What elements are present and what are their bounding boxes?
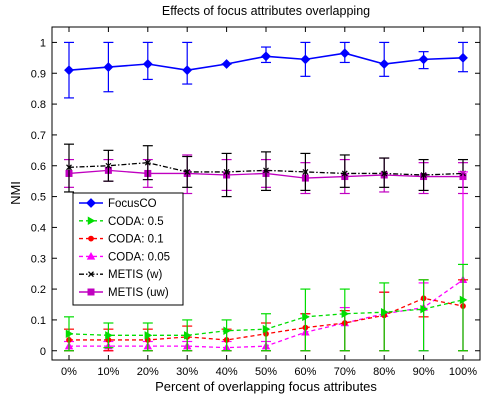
x-tick-label: 10% [97, 366, 119, 378]
x-tick-label: 50% [255, 366, 277, 378]
data-point [339, 48, 350, 59]
legend-item: CODA: 0.1 [79, 234, 164, 246]
legend-swatch-marker [86, 251, 96, 260]
y-tick-label: 0.9 [31, 68, 46, 80]
legend-swatch-marker [88, 271, 94, 278]
legend-label: FocusCO [108, 198, 157, 210]
data-point [65, 329, 74, 339]
data-point [459, 295, 468, 305]
data-point-stroke [66, 164, 72, 171]
data-point [144, 159, 151, 166]
y-tick-label: 0.5 [31, 192, 46, 204]
legend-label: CODA: 0.1 [108, 234, 164, 246]
data-point-stroke [223, 168, 230, 175]
y-tick-label: 0 [40, 346, 46, 358]
x-tick-label: 100% [449, 366, 477, 378]
data-point-stroke [341, 170, 348, 177]
data-point [302, 168, 309, 175]
legend-swatch-marker [87, 288, 95, 296]
data-point [105, 162, 112, 169]
y-tick-label: 1 [40, 37, 46, 49]
data-point-stroke [184, 168, 191, 175]
x-tick-label: 20% [137, 366, 159, 378]
data-point [184, 168, 191, 175]
chart-title: Effects of focus attributes overlapping [162, 4, 370, 18]
legend-label: CODA: 0.05 [108, 251, 170, 263]
x-axis-title: Percent of overlapping focus attributes [155, 379, 377, 394]
data-point [105, 331, 113, 340]
data-point [182, 65, 193, 76]
data-point [144, 331, 153, 340]
legend-swatch-marker [88, 235, 94, 242]
data-point-stroke [420, 172, 427, 178]
legend-swatch-marker-stroke [88, 271, 94, 278]
data-point [380, 307, 389, 317]
y-tick-label: 0.6 [31, 161, 46, 173]
series-metis-w [64, 143, 468, 198]
legend-label: METIS (uw) [108, 287, 169, 299]
data-point-stroke [144, 159, 151, 166]
data-point [263, 167, 269, 174]
x-tick-label: 80% [373, 366, 395, 378]
data-point [261, 51, 271, 62]
data-point [341, 309, 350, 318]
series-layer [64, 41, 468, 352]
data-point [223, 168, 230, 175]
y-tick-label: 0.1 [31, 315, 46, 327]
legend-item: CODA: 0.05 [79, 251, 170, 263]
data-point [379, 59, 390, 69]
data-point [302, 312, 310, 322]
legend: FocusCO CODA: 0.5 CODA: 0.1 CODA: 0.05 METIS… [72, 192, 184, 306]
data-point [420, 172, 427, 178]
x-tick-label: 40% [216, 366, 238, 378]
data-point-stroke [263, 167, 269, 174]
data-point [183, 331, 192, 340]
data-point [221, 59, 232, 69]
data-point [418, 54, 429, 65]
data-point-stroke [302, 168, 309, 175]
data-point [458, 52, 468, 63]
x-tick-label: 0% [61, 366, 77, 378]
series-line [68, 162, 464, 176]
legend-box [72, 192, 184, 306]
y-axis-title: NMI [8, 181, 23, 205]
data-point [66, 164, 72, 171]
x-tick-label: 70% [334, 366, 356, 378]
data-point-stroke [105, 162, 112, 169]
series-focusco [64, 41, 468, 99]
axis-ticks: 00.10.20.30.40.50.60.70.80.910% 10% 20% 30%… [31, 27, 480, 378]
data-point [381, 170, 388, 177]
y-tick-label: 0.4 [31, 222, 46, 234]
legend-item: CODA: 0.5 [79, 216, 164, 228]
legend-swatch-marker [87, 216, 96, 226]
x-tick-label: 30% [176, 366, 198, 378]
data-point [64, 65, 74, 76]
x-tick-label: 60% [294, 366, 316, 378]
x-tick-label: 90% [413, 366, 435, 378]
y-tick-label: 0.2 [31, 284, 46, 296]
y-tick-label: 0.3 [31, 253, 46, 265]
legend-item: METIS (uw) [79, 287, 169, 299]
y-tick-label: 0.7 [31, 130, 46, 142]
legend-item: METIS (w) [79, 269, 162, 281]
data-point [223, 326, 232, 335]
legend-item: FocusCO [79, 198, 157, 210]
series-coda-0-5 [64, 263, 468, 352]
legend-swatch-marker [86, 198, 96, 208]
data-point [142, 59, 153, 69]
data-point [300, 54, 311, 65]
data-point [420, 304, 429, 314]
data-point [103, 62, 114, 72]
legend-label: METIS (w) [108, 269, 162, 281]
y-tick-label: 0.8 [31, 99, 46, 111]
legend-label: CODA: 0.5 [108, 216, 164, 228]
data-point-stroke [381, 170, 388, 177]
data-point [341, 170, 348, 177]
data-point [262, 324, 271, 334]
